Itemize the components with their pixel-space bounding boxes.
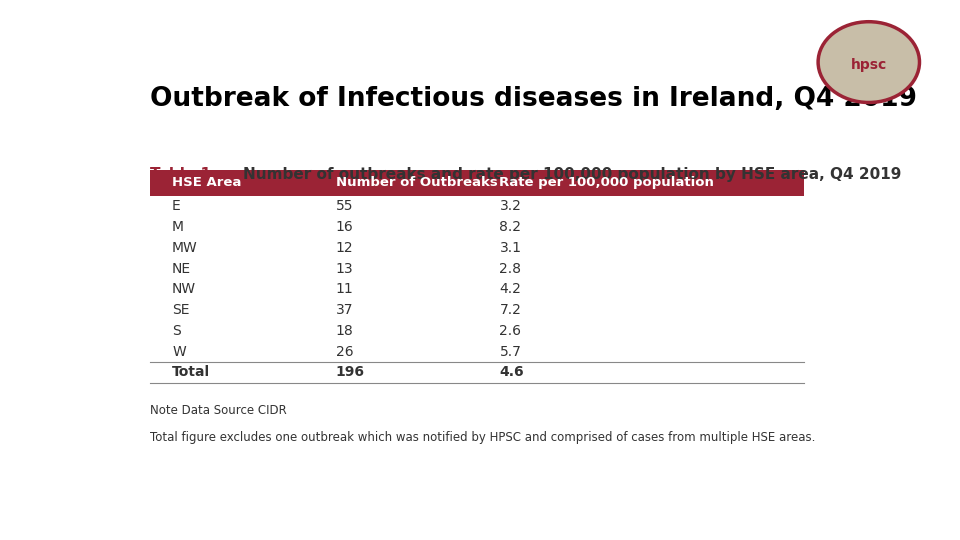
Text: 3.2: 3.2 [499,199,521,213]
Text: S: S [172,324,180,338]
Text: NW: NW [172,282,196,296]
Text: 26: 26 [336,345,353,359]
Text: NE: NE [172,261,191,275]
Text: 12: 12 [336,241,353,255]
Text: Outbreak of Infectious diseases in Ireland, Q4 2019: Outbreak of Infectious diseases in Irela… [150,85,917,112]
Text: Rate per 100,000 population: Rate per 100,000 population [499,176,714,189]
Text: 16: 16 [336,220,353,234]
Text: hpsc: hpsc [851,58,887,72]
Text: 4.6: 4.6 [499,366,524,380]
Text: MW: MW [172,241,198,255]
Text: Table 1.: Table 1. [150,167,216,181]
Text: HSE Area: HSE Area [172,176,242,189]
Text: 4.2: 4.2 [499,282,521,296]
Text: Total: Total [172,366,210,380]
Text: Number of Outbreaks: Number of Outbreaks [336,176,497,189]
Text: 3.1: 3.1 [499,241,521,255]
Text: 55: 55 [336,199,353,213]
Text: 2.8: 2.8 [499,261,521,275]
Text: M: M [172,220,184,234]
Text: 18: 18 [336,324,353,338]
Text: Number of outbreaks and rate per 100,000 population by HSE area, Q4 2019: Number of outbreaks and rate per 100,000… [243,167,901,181]
Text: 13: 13 [336,261,353,275]
Text: 2.6: 2.6 [499,324,521,338]
Text: 196: 196 [336,366,365,380]
Text: 8.2: 8.2 [499,220,521,234]
Text: 11: 11 [336,282,353,296]
Text: E: E [172,199,180,213]
Circle shape [818,22,920,103]
Text: Total figure excludes one outbreak which was notified by HPSC and comprised of c: Total figure excludes one outbreak which… [150,431,815,444]
Text: Note Data Source CIDR: Note Data Source CIDR [150,404,286,417]
Text: 37: 37 [336,303,353,317]
FancyBboxPatch shape [150,170,804,196]
Text: 5.7: 5.7 [499,345,521,359]
Text: 7.2: 7.2 [499,303,521,317]
Text: W: W [172,345,186,359]
Text: SE: SE [172,303,189,317]
